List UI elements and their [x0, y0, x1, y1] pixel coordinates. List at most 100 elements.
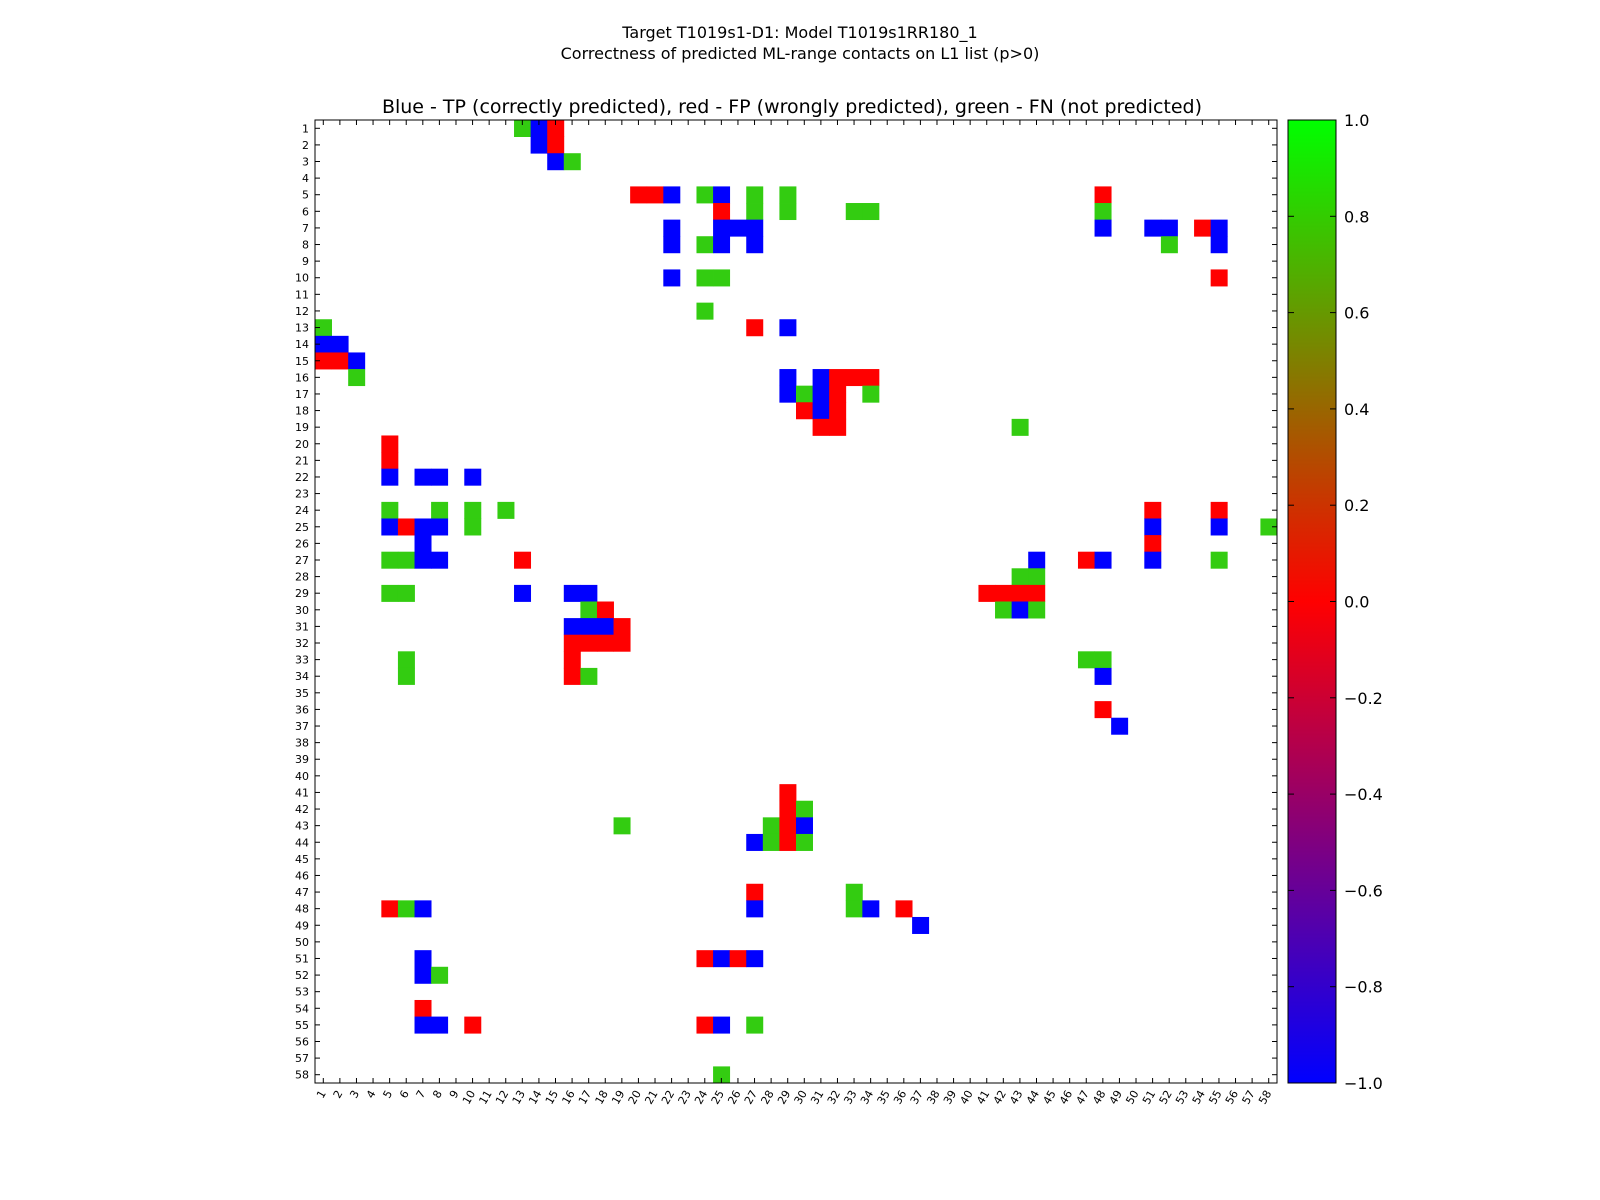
heatmap-cell [713, 203, 731, 221]
heatmap-cell [414, 551, 432, 569]
heatmap-cell [713, 186, 731, 204]
heatmap-cell [613, 817, 631, 835]
x-tick-label: 39 [941, 1088, 959, 1107]
y-tick-label: 5 [302, 189, 309, 202]
heatmap-cell [1028, 584, 1046, 602]
y-tick-label: 46 [295, 869, 309, 882]
heatmap-cell [796, 800, 813, 818]
x-axis-tick-labels: 1 2 3 4 5 6 7 8 91011121314151617181920212223242… [314, 1088, 1274, 1107]
x-tick-label: 43 [1007, 1088, 1025, 1107]
heatmap-cell [547, 153, 565, 171]
heatmap-cell [1094, 667, 1112, 685]
heatmap-cell [995, 584, 1013, 602]
y-tick-label: 30 [295, 604, 309, 617]
x-tick-label: 22 [659, 1088, 677, 1107]
x-tick-label: 10 [460, 1088, 478, 1107]
y-tick-label: 47 [295, 886, 309, 899]
heatmap-cell [1144, 219, 1162, 237]
heatmap-cell [796, 385, 813, 403]
y-tick-label: 26 [295, 537, 309, 550]
y-tick-label: 27 [295, 554, 309, 567]
y-tick-label: 18 [295, 405, 309, 418]
heatmap-cell [613, 634, 631, 652]
colorbar [1287, 119, 1337, 1084]
y-tick-label: 39 [295, 753, 309, 766]
y-tick-label: 31 [295, 620, 309, 633]
heatmap-cell [779, 833, 797, 851]
x-tick-label: 49 [1107, 1088, 1125, 1107]
heatmap-cell [530, 136, 548, 154]
x-tick-label: 55 [1206, 1088, 1224, 1107]
heatmap-cell [779, 319, 797, 337]
heatmap-cell [845, 883, 863, 901]
heatmap-cell [414, 518, 432, 536]
colorbar-tick-label: 1.0 [1344, 111, 1369, 130]
heatmap-cell [1111, 717, 1129, 735]
heatmap-cell [862, 385, 880, 403]
heatmap-cell [331, 335, 349, 353]
heatmap-cell [596, 618, 614, 636]
heatmap-cell [995, 601, 1013, 619]
heatmap-cell [630, 186, 648, 204]
heatmap-cell [431, 468, 449, 486]
y-tick-label: 42 [295, 803, 309, 816]
heatmap-cell [845, 900, 863, 918]
heatmap-cell [563, 651, 581, 669]
heatmap-cell [829, 402, 847, 420]
suptitle-line-2: Correctness of predicted ML-range contac… [561, 44, 1040, 63]
heatmap-cell [1160, 236, 1178, 254]
x-tick-label: 25 [709, 1088, 727, 1107]
heatmap-cell [663, 219, 681, 237]
y-tick-label: 35 [295, 687, 309, 700]
x-tick-label: 12 [493, 1088, 511, 1107]
x-tick-label: 19 [609, 1088, 627, 1107]
heatmap-cell [1194, 219, 1212, 237]
heatmap-cell [746, 186, 764, 204]
heatmap-cell [779, 203, 797, 221]
heatmap-cell [729, 219, 747, 237]
y-tick-label: 37 [295, 720, 309, 733]
y-tick-label: 52 [295, 969, 309, 982]
heatmap-cell [381, 452, 399, 470]
y-tick-label: 6 [302, 205, 309, 218]
x-tick-label: 34 [858, 1088, 876, 1107]
plot-title: Blue - TP (correctly predicted), red - F… [382, 96, 1202, 118]
colorbar-tick-label: 0.4 [1344, 400, 1369, 419]
y-tick-label: 58 [295, 1069, 309, 1082]
colorbar-tick-label: −0.8 [1344, 978, 1383, 997]
heatmap-cell [1094, 186, 1112, 204]
heatmap-cell [713, 950, 731, 968]
heatmap-cell [580, 618, 598, 636]
heatmap-cell [1094, 651, 1112, 669]
y-tick-label: 12 [295, 305, 309, 318]
x-tick-label: 14 [526, 1088, 544, 1107]
y-tick-label: 54 [295, 1002, 309, 1015]
heatmap-cell [1210, 551, 1228, 569]
heatmap-cell [414, 900, 432, 918]
heatmap-cell [381, 551, 399, 569]
x-tick-label: 33 [841, 1088, 859, 1107]
heatmap-cell [1011, 584, 1029, 602]
x-tick-label: 37 [908, 1088, 926, 1107]
x-tick-label: 7 [414, 1088, 429, 1101]
heatmap-cell [812, 418, 830, 436]
heatmap-cells [315, 120, 1278, 1084]
x-tick-label: 23 [676, 1088, 694, 1107]
x-tick-label: 45 [1040, 1088, 1058, 1107]
heatmap-cell [547, 136, 565, 154]
heatmap-cell [746, 203, 764, 221]
y-tick-label: 36 [295, 703, 309, 716]
x-tick-label: 17 [576, 1088, 594, 1107]
heatmap-cell [397, 551, 415, 569]
heatmap-cell [315, 319, 332, 337]
y-tick-label: 24 [295, 504, 309, 517]
heatmap-cell [414, 535, 432, 553]
heatmap-cell [746, 833, 764, 851]
heatmap-cell [580, 634, 598, 652]
heatmap-cell [381, 468, 399, 486]
plot-area-frame [314, 119, 1278, 1084]
heatmap-cell [514, 120, 532, 137]
y-tick-label: 23 [295, 488, 309, 501]
y-tick-label: 32 [295, 637, 309, 650]
heatmap-cell [978, 584, 996, 602]
